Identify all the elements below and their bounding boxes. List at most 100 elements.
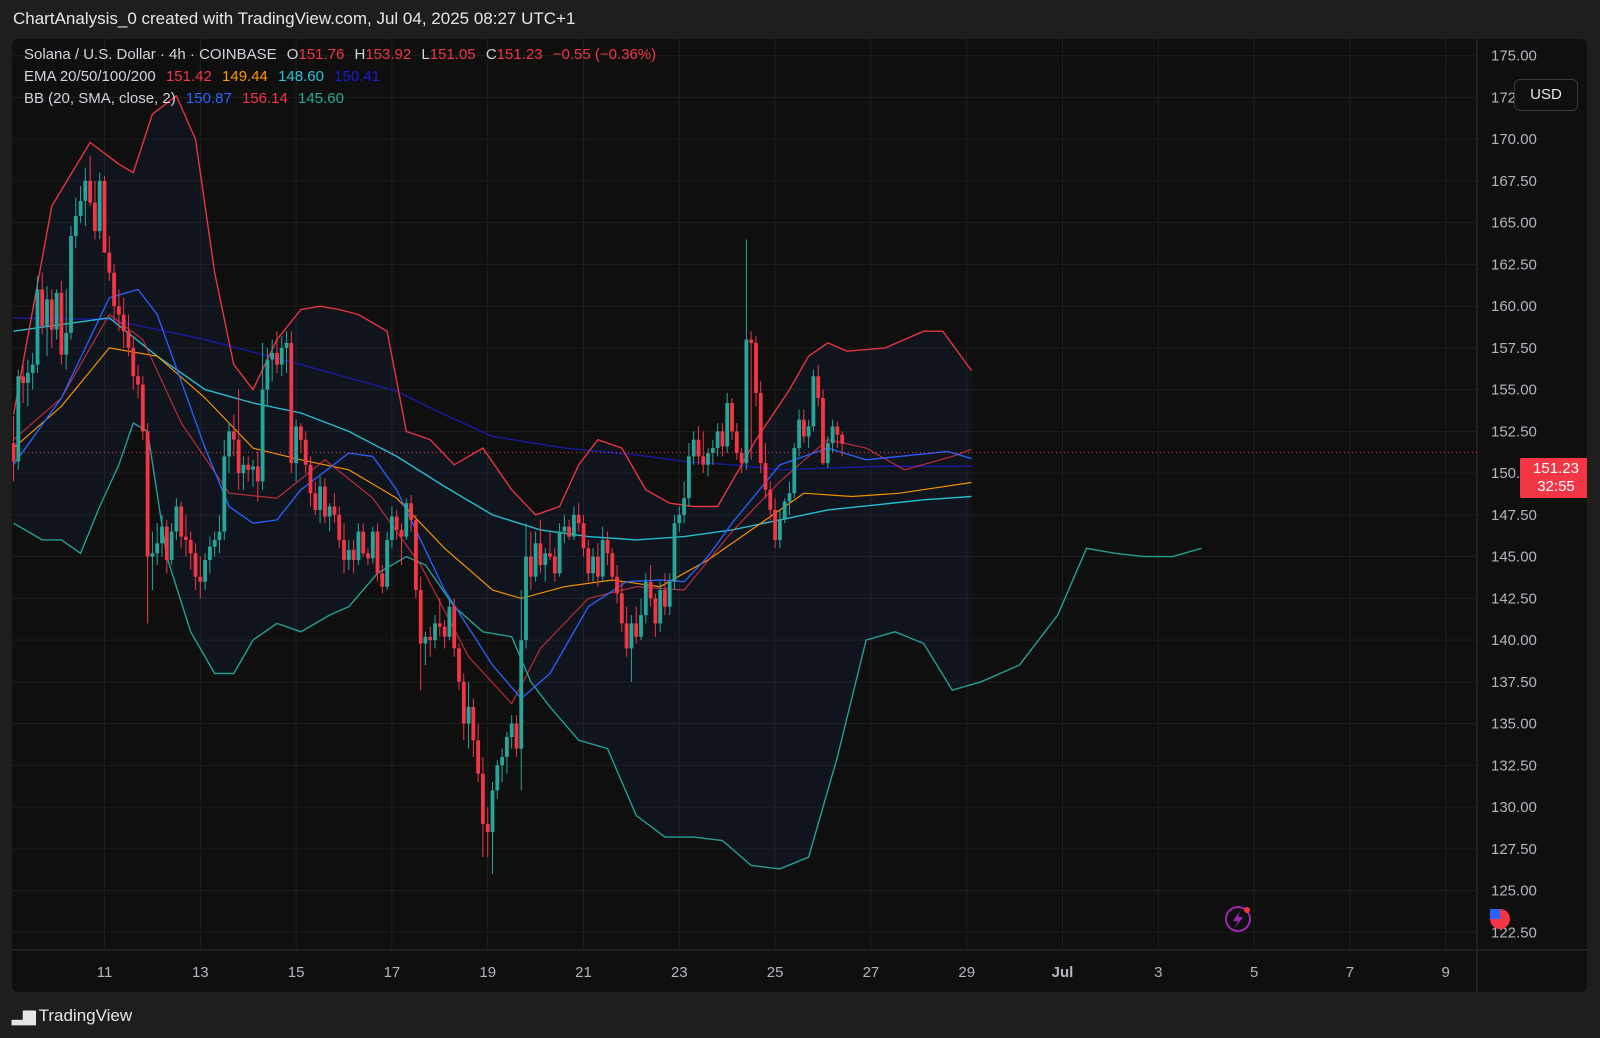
candle[interactable] <box>145 423 150 624</box>
candle[interactable] <box>701 431 706 474</box>
candle[interactable] <box>754 336 758 407</box>
candle[interactable] <box>236 389 241 490</box>
candle[interactable] <box>658 581 663 632</box>
candle[interactable] <box>54 289 59 340</box>
candle[interactable] <box>720 423 725 457</box>
candle[interactable] <box>782 498 787 524</box>
candle[interactable] <box>212 531 217 557</box>
price-axis[interactable]: 175.00172.50170.00167.50165.00162.50160.… <box>1491 48 1537 942</box>
candle[interactable] <box>366 548 370 565</box>
candle[interactable] <box>107 236 112 282</box>
candle[interactable] <box>394 509 399 540</box>
candle[interactable] <box>481 756 485 858</box>
candle[interactable] <box>634 606 639 644</box>
candle[interactable] <box>270 339 275 382</box>
lightning-icon[interactable] <box>1225 906 1251 932</box>
candle[interactable] <box>591 548 595 582</box>
candle[interactable] <box>490 782 495 874</box>
candle[interactable] <box>88 155 92 206</box>
candle[interactable] <box>816 364 821 407</box>
candle[interactable] <box>677 506 682 532</box>
candle[interactable] <box>78 185 83 223</box>
candle[interactable] <box>346 539 351 570</box>
candle[interactable] <box>778 509 782 549</box>
candle[interactable] <box>59 281 64 365</box>
candle[interactable] <box>112 264 116 323</box>
candle[interactable] <box>380 564 385 594</box>
candle[interactable] <box>811 369 816 432</box>
candle[interactable] <box>265 347 270 407</box>
candle[interactable] <box>73 197 78 248</box>
ema100-line[interactable] <box>13 317 972 541</box>
candle[interactable] <box>682 481 686 524</box>
candle[interactable] <box>730 397 734 440</box>
candle[interactable] <box>155 523 160 565</box>
candle[interactable] <box>121 297 126 348</box>
candle[interactable] <box>725 392 730 454</box>
candle[interactable] <box>739 448 744 474</box>
chart-pane[interactable]: 175.00172.50170.00167.50165.00162.50160.… <box>12 39 1587 992</box>
candle[interactable] <box>136 364 140 398</box>
candle[interactable] <box>294 419 298 482</box>
bollinger-basis-line[interactable] <box>12 288 972 700</box>
candle[interactable] <box>643 573 648 624</box>
candle[interactable] <box>275 331 279 373</box>
candle[interactable] <box>821 389 825 465</box>
candle[interactable] <box>150 531 155 591</box>
candle[interactable] <box>198 556 203 599</box>
candle[interactable] <box>179 501 184 549</box>
candle[interactable] <box>552 548 557 582</box>
candle[interactable] <box>303 431 308 474</box>
candle[interactable] <box>414 514 418 599</box>
candle[interactable] <box>289 331 294 474</box>
candle[interactable] <box>390 506 394 549</box>
candle[interactable] <box>351 539 356 574</box>
candle[interactable] <box>461 673 466 741</box>
candle[interactable] <box>356 523 361 565</box>
candle[interactable] <box>222 439 227 540</box>
candle[interactable] <box>615 564 619 604</box>
candle[interactable] <box>624 606 629 657</box>
candle[interactable] <box>648 564 653 607</box>
candle[interactable] <box>576 503 581 532</box>
candle[interactable] <box>251 459 255 487</box>
candle[interactable] <box>69 226 73 340</box>
candle[interactable] <box>672 514 677 591</box>
candle[interactable] <box>600 526 605 582</box>
candle[interactable] <box>160 514 164 557</box>
candle[interactable] <box>505 731 509 774</box>
candle[interactable] <box>452 598 457 657</box>
candle[interactable] <box>332 493 337 524</box>
candle[interactable] <box>825 436 830 469</box>
candle[interactable] <box>131 336 136 390</box>
candle[interactable] <box>361 523 366 557</box>
candle[interactable] <box>715 423 720 457</box>
candle[interactable] <box>117 289 121 332</box>
candle[interactable] <box>763 443 768 499</box>
candle[interactable] <box>423 631 428 666</box>
candle[interactable] <box>653 593 658 637</box>
candle[interactable] <box>787 481 792 515</box>
candle[interactable] <box>639 598 643 641</box>
candle[interactable] <box>284 331 289 373</box>
candle[interactable] <box>83 167 88 227</box>
candle[interactable] <box>299 423 303 454</box>
candle[interactable] <box>342 523 346 574</box>
candle[interactable] <box>208 536 212 574</box>
candle[interactable] <box>12 416 16 482</box>
candle[interactable] <box>169 523 174 565</box>
candle[interactable] <box>188 531 193 570</box>
candle[interactable] <box>581 514 586 557</box>
candle[interactable] <box>543 548 548 582</box>
candle[interactable] <box>524 523 528 649</box>
candle[interactable] <box>16 369 21 470</box>
legend-ema-row[interactable]: EMA 20/50/100/200 151.42 149.44 148.60 1… <box>24 68 386 85</box>
us-flag-icon[interactable] <box>1490 909 1510 929</box>
candle[interactable] <box>97 172 102 240</box>
candle[interactable] <box>174 498 179 540</box>
candle[interactable] <box>64 289 69 370</box>
candle[interactable] <box>49 289 54 348</box>
candle[interactable] <box>519 590 524 791</box>
candle[interactable] <box>308 456 313 507</box>
candle[interactable] <box>734 423 739 460</box>
